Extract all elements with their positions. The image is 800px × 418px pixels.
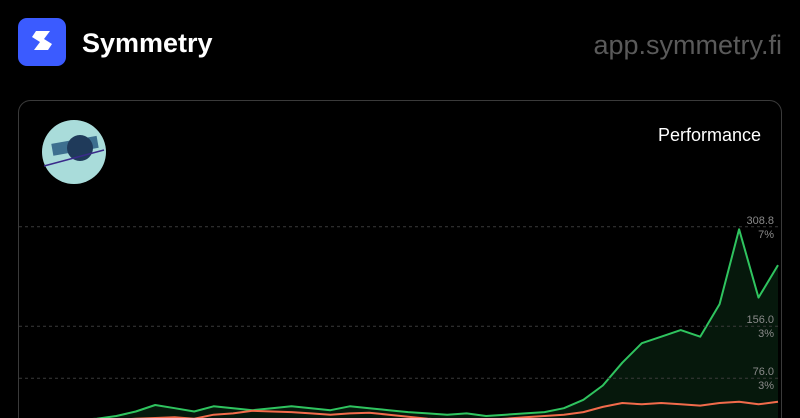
- series-line: [92, 228, 779, 418]
- app-name: Symmetry: [82, 28, 213, 58]
- card: [18, 100, 782, 418]
- series-area: [19, 229, 778, 418]
- y-tick-label: 156.03%: [746, 314, 774, 341]
- y-tick-label: 308.87%: [746, 214, 774, 241]
- series-line: [131, 400, 779, 418]
- logo-icon: [32, 31, 52, 50]
- app-url[interactable]: app.symmetry.fi: [593, 30, 782, 60]
- chart-title: Performance: [658, 125, 761, 145]
- avatar-shape: [43, 149, 105, 167]
- y-tick-label: 76.03%: [752, 366, 774, 393]
- plot: [19, 228, 779, 418]
